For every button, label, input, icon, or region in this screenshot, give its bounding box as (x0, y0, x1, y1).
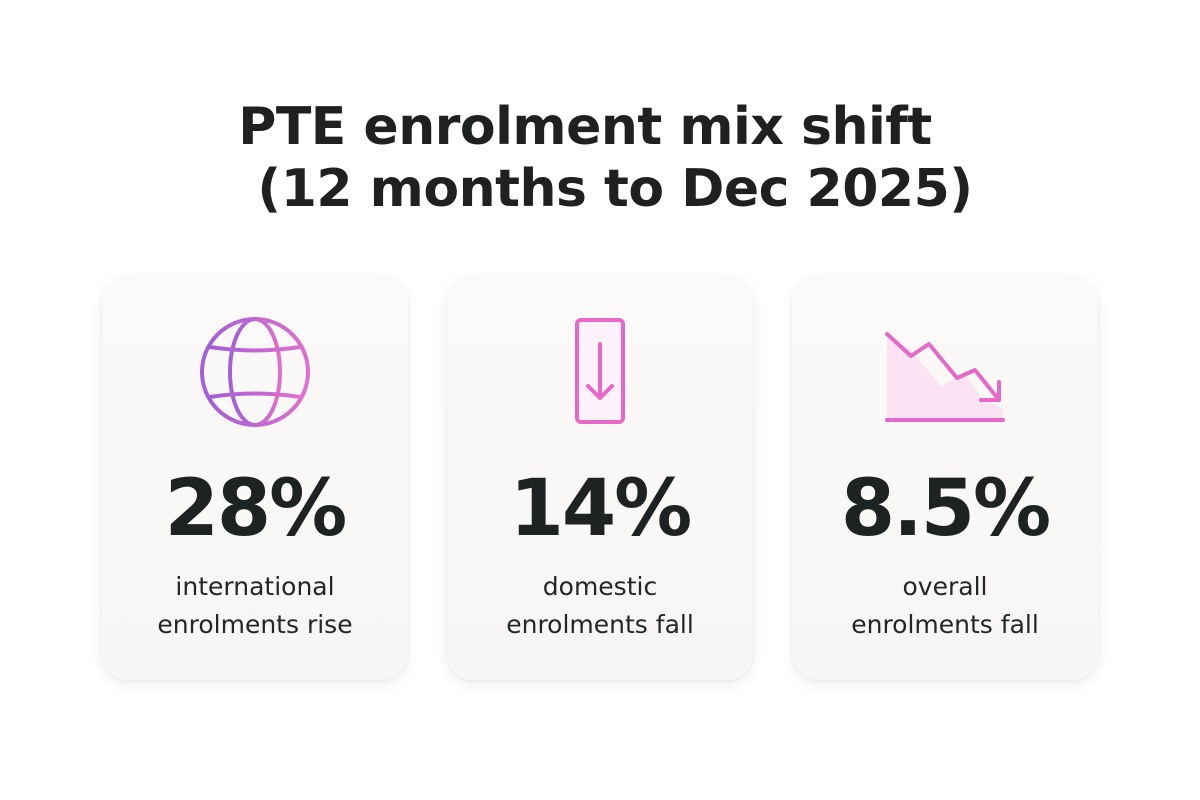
stat-label: international enrolments rise (102, 568, 408, 644)
stat-label-line-1: international (175, 572, 335, 601)
trending-down-icon (883, 316, 1007, 428)
title-line-1: PTE enrolment mix shift (238, 97, 932, 157)
stat-value: 14% (509, 464, 693, 554)
stat-label-line-1: overall (902, 572, 988, 601)
stat-card-overall: 8.5% overall enrolments fall (792, 276, 1098, 680)
stat-value: 8.5% (840, 464, 1051, 554)
page-title: PTE enrolment mix shift (12 months to De… (0, 96, 1200, 220)
stat-label: overall enrolments fall (792, 568, 1098, 644)
stat-label-line-1: domestic (542, 572, 658, 601)
download-arrow-icon (538, 316, 662, 428)
title-line-2: (12 months to Dec 2025) (257, 159, 973, 219)
globe-icon (193, 316, 317, 428)
stat-label: domestic enrolments fall (447, 568, 753, 644)
stat-card-international: 28% international enrolments rise (102, 276, 408, 680)
stat-card-domestic: 14% domestic enrolments fall (447, 276, 753, 680)
stat-value: 28% (164, 464, 348, 554)
stat-label-line-2: enrolments fall (851, 610, 1039, 639)
stat-label-line-2: enrolments fall (506, 610, 694, 639)
stat-label-line-2: enrolments rise (157, 610, 353, 639)
